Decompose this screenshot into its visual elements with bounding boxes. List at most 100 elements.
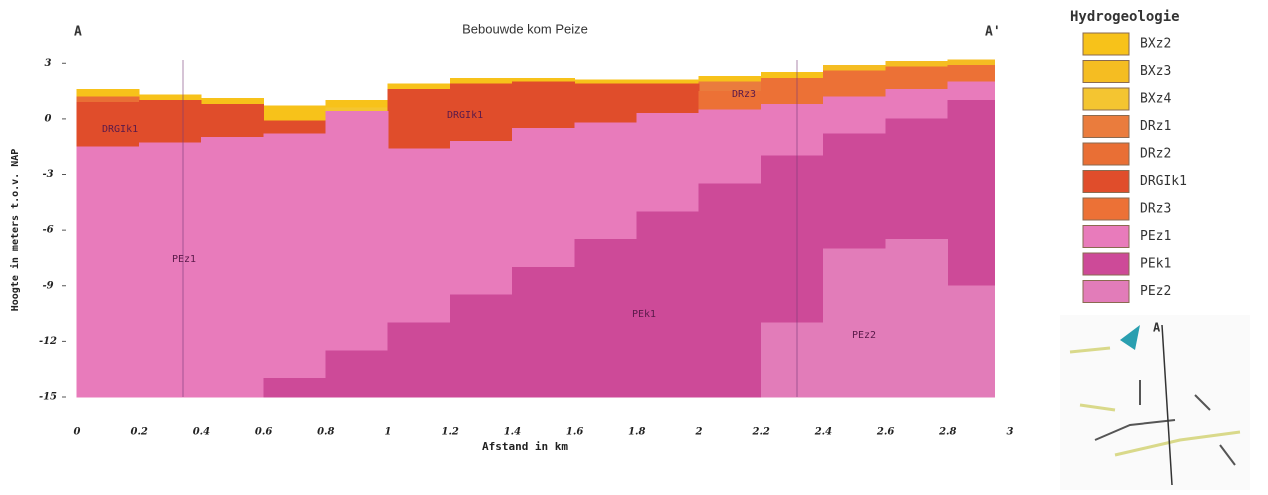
- unit-block: [761, 78, 823, 104]
- legend-label: BXz2: [1140, 37, 1171, 52]
- unit-block: [450, 295, 512, 397]
- x-tick-label: 1.4: [504, 427, 521, 438]
- unit-block: [948, 82, 995, 101]
- x-tick-label: 0: [74, 427, 81, 438]
- map-background: [1060, 315, 1250, 490]
- unit-block: [823, 134, 885, 249]
- legend-label: PEk1: [1140, 257, 1171, 272]
- unit-block: [326, 100, 388, 107]
- unit-label: DRz3: [732, 89, 756, 100]
- unit-block: [886, 67, 948, 89]
- legend-label: BXz3: [1140, 64, 1171, 79]
- legend-swatch: [1083, 253, 1129, 275]
- unit-block: [139, 143, 201, 397]
- x-tick-label: 1.2: [441, 427, 458, 438]
- chart: Bebouwde kom Peize A A' Hoogte in meters…: [0, 0, 1268, 495]
- y-tick-label: -3: [42, 169, 53, 180]
- plot-area: [77, 60, 994, 397]
- unit-block: [450, 141, 512, 295]
- x-tick-label: 2.4: [814, 427, 832, 438]
- unit-block: [575, 80, 637, 84]
- unit-block: [512, 78, 574, 82]
- unit-block: [886, 239, 948, 397]
- y-tick-label: -12: [39, 336, 57, 347]
- unit-block: [201, 98, 263, 104]
- legend-title: Hydrogeologie: [1070, 9, 1180, 25]
- chart-title: Bebouwde kom Peize: [462, 21, 588, 36]
- y-tick-label: -9: [42, 280, 53, 291]
- section-label: A': [985, 25, 1001, 40]
- unit-block: [264, 378, 326, 397]
- unit-block: [264, 106, 326, 121]
- unit-block: [326, 108, 388, 112]
- legend-label: DRz1: [1140, 119, 1171, 134]
- y-tick-label: 0: [45, 113, 52, 124]
- unit-block: [139, 95, 201, 101]
- unit-block: [948, 100, 995, 285]
- location-map: A: [1060, 315, 1250, 490]
- unit-block: [512, 82, 574, 128]
- unit-block: [637, 113, 699, 211]
- unit-label: PEk1: [632, 309, 656, 320]
- legend-swatch: [1083, 116, 1129, 138]
- x-tick-label: 2.6: [876, 427, 894, 438]
- unit-block: [326, 351, 388, 397]
- unit-block: [139, 100, 201, 143]
- legend-swatch: [1083, 198, 1129, 220]
- unit-block: [699, 76, 761, 82]
- unit-block: [326, 111, 388, 350]
- unit-block: [761, 104, 823, 156]
- legend-swatch: [1083, 143, 1129, 165]
- map-section-label: A: [1153, 321, 1161, 335]
- legend-swatch: [1083, 171, 1129, 193]
- unit-block: [948, 286, 995, 397]
- unit-block: [823, 65, 885, 71]
- unit-block: [761, 156, 823, 323]
- unit-block: [823, 71, 885, 97]
- unit-label: PEz1: [172, 254, 196, 265]
- legend-label: DRz2: [1140, 147, 1171, 162]
- unit-block: [761, 323, 823, 397]
- legend-swatch: [1083, 88, 1129, 110]
- x-tick-label: 2: [695, 427, 703, 438]
- unit-block: [575, 239, 637, 397]
- y-tick-label: -6: [42, 225, 53, 236]
- unit-block: [948, 65, 995, 82]
- legend-label: DRz3: [1140, 202, 1171, 217]
- legend-swatch: [1083, 281, 1129, 303]
- x-tick-label: 1.8: [628, 427, 645, 438]
- legend-swatch: [1083, 61, 1129, 83]
- unit-label: DRGIk1: [102, 124, 138, 135]
- unit-block: [886, 119, 948, 240]
- x-tick-label: 0.6: [255, 427, 272, 438]
- unit-block: [761, 73, 823, 79]
- x-tick-label: 0.8: [317, 427, 334, 438]
- x-tick-label: 0.4: [193, 427, 210, 438]
- unit-block: [77, 147, 139, 397]
- unit-block: [450, 78, 512, 84]
- unit-block: [575, 123, 637, 240]
- x-tick-label: 0.2: [130, 427, 147, 438]
- unit-block: [699, 184, 761, 397]
- y-tick-label: 3: [45, 58, 52, 69]
- unit-block: [575, 84, 637, 123]
- unit-label: DRGIk1: [447, 110, 483, 121]
- y-tick-label: -15: [39, 392, 57, 403]
- unit-block: [637, 212, 699, 397]
- legend-swatch: [1083, 226, 1129, 248]
- x-tick-label: 1: [385, 427, 392, 438]
- x-tick-label: 2.8: [938, 427, 956, 438]
- unit-block: [886, 61, 948, 67]
- x-tick-label: 3: [1007, 427, 1014, 438]
- x-tick-label: 2.2: [751, 427, 769, 438]
- unit-block: [512, 128, 574, 267]
- x-axis-label: Afstand in km: [482, 440, 568, 453]
- unit-block: [201, 137, 263, 397]
- legend-swatch: [1083, 33, 1129, 55]
- unit-block: [512, 267, 574, 397]
- unit-block: [823, 97, 885, 134]
- unit-block: [388, 84, 450, 90]
- unit-block: [823, 249, 885, 397]
- unit-block: [201, 104, 263, 137]
- section-label: A: [74, 25, 82, 40]
